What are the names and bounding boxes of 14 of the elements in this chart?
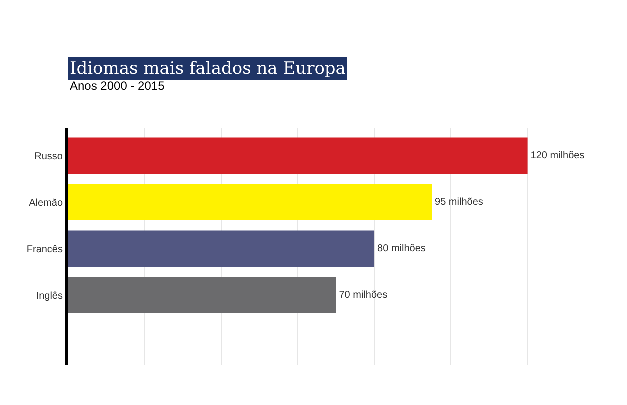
data-label: 95 milhões (435, 196, 484, 208)
y-tick-label: Alemão (29, 198, 64, 209)
y-tick-label: Francês (26, 244, 63, 256)
bar (68, 184, 432, 220)
chart-title: Idiomas mais falados na Europa (70, 59, 346, 79)
chart-subtitle: Anos 2000 - 2015 (70, 79, 166, 93)
bar (68, 230, 375, 267)
bar (68, 277, 336, 314)
data-label: 80 milhões (378, 243, 426, 254)
y-tick-label: Inglês (36, 290, 63, 302)
bar (68, 138, 528, 174)
y-tick-label: Russo (34, 151, 64, 162)
data-label: 120 milhões (530, 150, 585, 162)
data-label: 70 milhões (339, 290, 388, 301)
